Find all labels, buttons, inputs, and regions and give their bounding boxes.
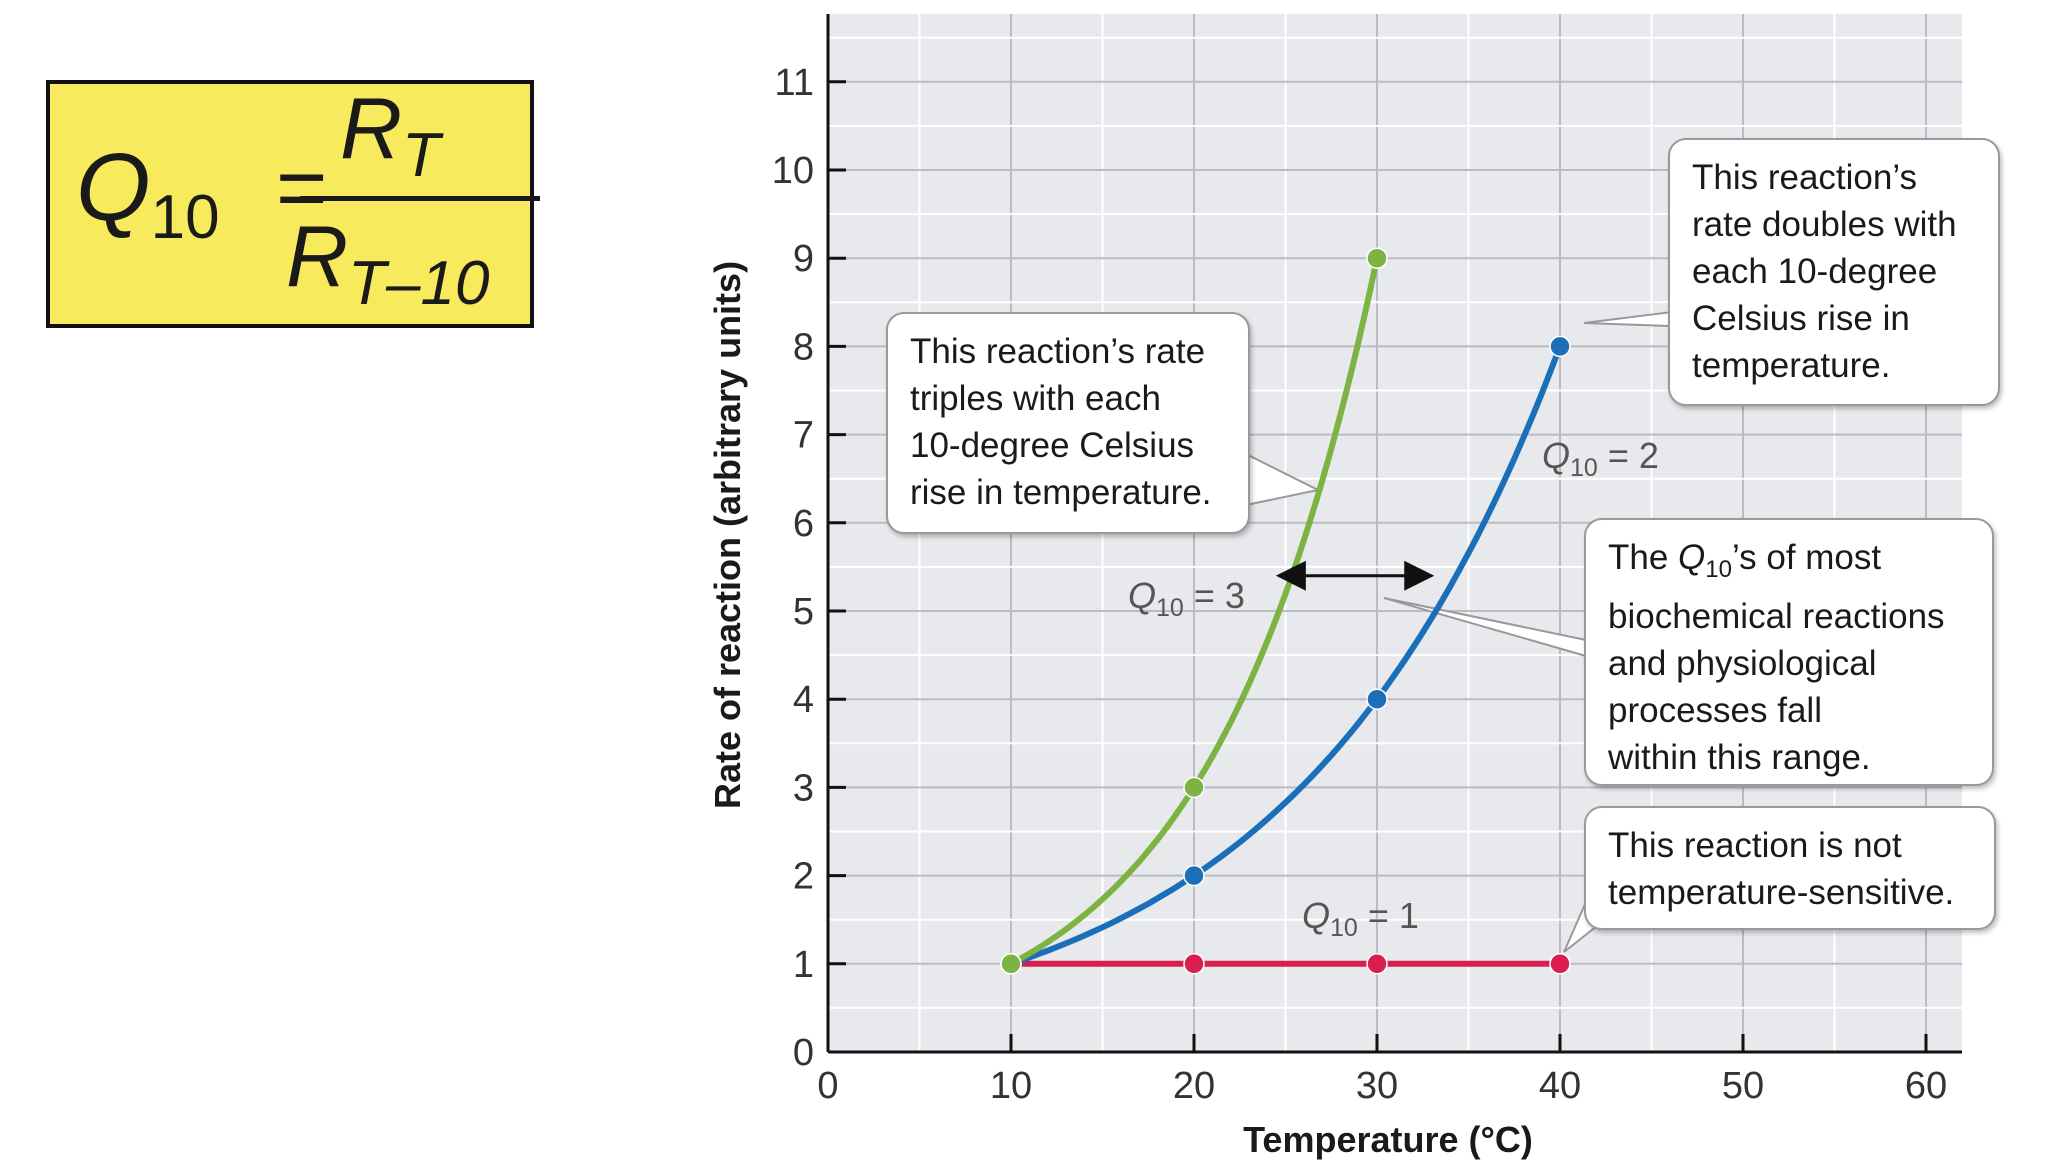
formula-fraction-bar [300, 196, 540, 201]
x-axis-label: Temperature (°C) [1243, 1119, 1533, 1160]
y-tick-label: 1 [793, 944, 814, 986]
y-tick-label: 10 [772, 150, 814, 192]
x-tick-label: 0 [817, 1065, 838, 1107]
callout-q10-range: The Q10’s of most biochemical reactions … [1584, 518, 1994, 786]
formula-denominator: RT–10 [286, 209, 490, 318]
series-label-q10-3: Q10 = 3 [1128, 575, 1245, 622]
formula-equals: = [276, 138, 328, 237]
series-line [1008, 343, 1563, 967]
series-q10-3 [1000, 247, 1388, 975]
y-tick-label: 7 [793, 415, 814, 457]
y-tick-label: 4 [793, 679, 814, 721]
formula-lhs: Q10 [76, 134, 220, 252]
y-tick-label: 0 [793, 1032, 814, 1074]
x-tick-label: 40 [1539, 1065, 1581, 1107]
data-point [1366, 688, 1388, 710]
axes [826, 14, 1962, 1054]
callout-doubles: This reaction’s rate doubles with each 1… [1668, 138, 2000, 406]
series-label-q10-2: Q10 = 2 [1542, 435, 1659, 482]
x-tick-label: 30 [1356, 1065, 1398, 1107]
series-q10-2 [1000, 335, 1571, 975]
y-axis-label: Rate of reaction (arbitrary units) [707, 261, 748, 809]
data-point [1366, 953, 1388, 975]
data-point [1000, 953, 1022, 975]
tick-labels: 0 10 20 30 40 50 60 0 1 2 3 4 5 6 7 8 9 10 11 [772, 62, 1947, 1107]
data-point [1549, 335, 1571, 358]
y-tick-label: 5 [793, 591, 814, 633]
callout-triples: This reaction’s rate triples with each 1… [886, 312, 1250, 534]
series-label-q10-1: Q10 = 1 [1302, 895, 1419, 942]
q10-formula-box: Q10 = RT RT–10 [46, 80, 540, 328]
x-tick-label: 50 [1722, 1065, 1764, 1107]
y-tick-label: 8 [793, 326, 814, 368]
y-tick-label: 11 [775, 62, 814, 104]
data-point [1183, 953, 1205, 975]
x-tick-label: 20 [1173, 1065, 1215, 1107]
y-tick-label: 2 [793, 856, 814, 898]
y-tick-label: 3 [793, 767, 814, 809]
y-tick-label: 9 [793, 238, 814, 280]
data-point [1183, 776, 1205, 799]
formula-numerator: RT [340, 81, 440, 190]
x-tick-label: 60 [1905, 1065, 1947, 1107]
data-point [1183, 864, 1205, 887]
x-tick-label: 10 [990, 1065, 1032, 1107]
y-tick-label: 6 [793, 503, 814, 545]
data-series [1000, 247, 1571, 975]
data-point [1549, 953, 1571, 975]
data-point [1366, 247, 1388, 269]
callout-not-sensitive: This reaction is not temperature-sensiti… [1584, 806, 1996, 930]
